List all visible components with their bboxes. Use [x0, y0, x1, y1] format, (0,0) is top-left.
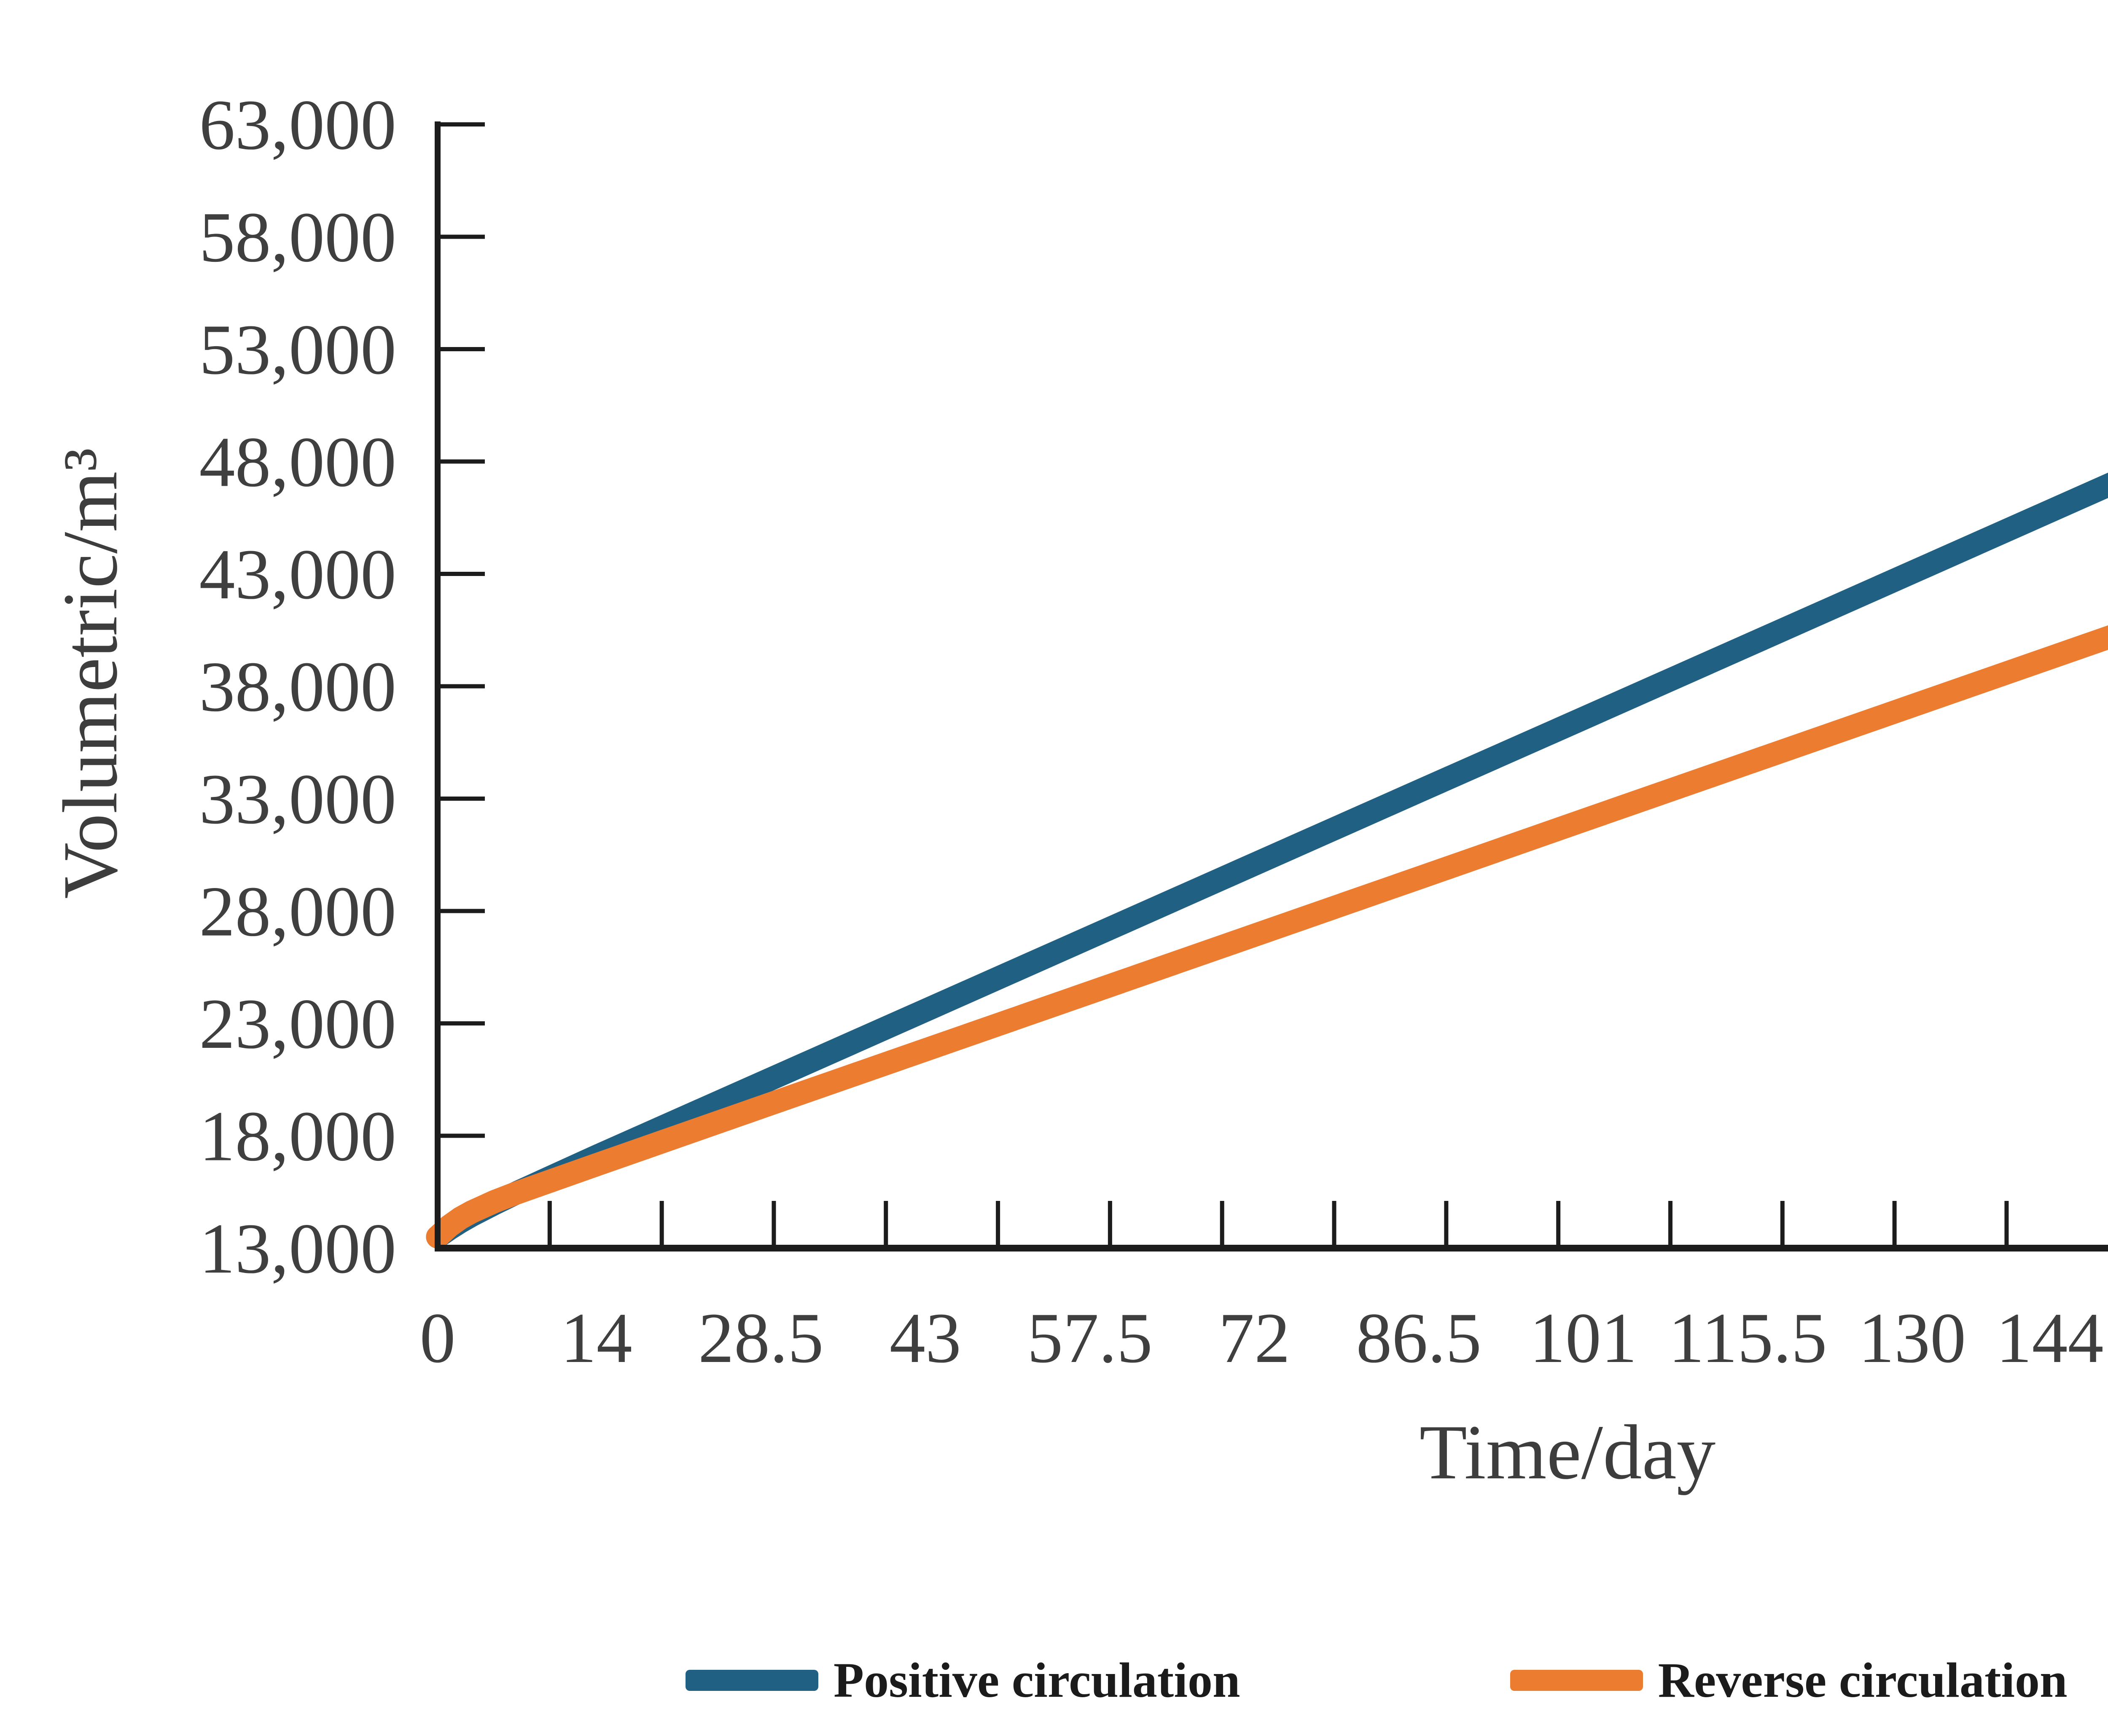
svg-text:0: 0: [420, 1298, 456, 1378]
reverse-circulation-line-swatch: [1510, 1670, 1643, 1691]
axis-tick-labels: 13,000 18,000 23,000 28,000 33,000 38,000 43,0…: [199, 85, 2108, 1378]
svg-text:14: 14: [561, 1298, 632, 1378]
svg-text:43,000: 43,000: [199, 535, 397, 614]
svg-text:144.5: 144.5: [1996, 1298, 2108, 1378]
svg-text:28,000: 28,000: [199, 872, 397, 951]
positive-circulation-line-swatch: [686, 1670, 818, 1691]
legend: Positive circulation Reverse circulation: [686, 1653, 2068, 1708]
axis-ticks: [436, 122, 2009, 1250]
svg-text:43: 43: [890, 1298, 961, 1378]
legend-item-reverse-circulation: Reverse circulation: [1510, 1652, 2068, 1709]
x-axis-title: Time/day: [1419, 1409, 1716, 1496]
svg-text:18,000: 18,000: [199, 1097, 397, 1176]
svg-text:86.5: 86.5: [1356, 1298, 1482, 1378]
legend-label-positive-circulation: Positive circulation: [834, 1653, 1240, 1708]
svg-text:33,000: 33,000: [199, 759, 397, 839]
svg-text:58,000: 58,000: [199, 198, 397, 277]
svg-text:101: 101: [1530, 1298, 1637, 1378]
data-series: [426, 472, 2108, 1249]
svg-text:53,000: 53,000: [199, 310, 397, 389]
legend-label-reverse-circulation: Reverse circulation: [1658, 1653, 2068, 1708]
svg-text:130: 130: [1858, 1298, 1966, 1378]
svg-text:23,000: 23,000: [199, 984, 397, 1063]
svg-text:63,000: 63,000: [199, 85, 397, 164]
legend-item-positive-circulation: Positive circulation: [686, 1652, 1240, 1709]
svg-text:57.5: 57.5: [1027, 1298, 1153, 1378]
svg-text:38,000: 38,000: [199, 647, 397, 727]
svg-text:48,000: 48,000: [199, 423, 397, 502]
svg-text:28.5: 28.5: [698, 1298, 824, 1378]
y-axis-title: Volumetric/m³: [47, 448, 134, 899]
svg-text:72: 72: [1218, 1298, 1290, 1378]
svg-text:13,000: 13,000: [199, 1209, 397, 1288]
svg-text:115.5: 115.5: [1668, 1298, 1827, 1378]
